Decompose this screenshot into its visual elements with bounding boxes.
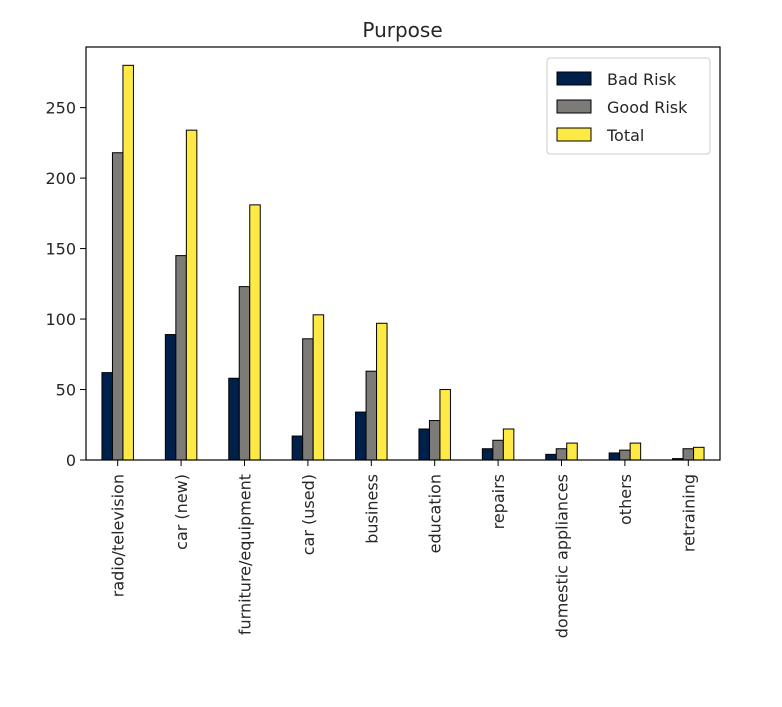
bar-total-4	[376, 322, 388, 461]
legend-swatch-bad-risk	[556, 71, 592, 86]
bar-good-risk-0	[111, 152, 124, 461]
x-tick-label-0: radio/television	[109, 474, 128, 597]
bar-good-risk-2	[238, 286, 251, 461]
bar-total-6	[502, 428, 515, 461]
y-tick-label-0: 0	[66, 451, 76, 470]
legend-label-total: Total	[606, 126, 644, 145]
bar-total-1	[185, 129, 198, 461]
x-tick-label-8: others	[616, 474, 635, 525]
bar-bad-risk-1	[164, 334, 177, 461]
bar-good-risk-7	[555, 448, 568, 461]
bar-good-risk-3	[302, 338, 314, 461]
legend-swatch-good-risk	[556, 99, 592, 114]
legend-swatch-total	[556, 127, 592, 142]
bar-good-risk-8	[619, 449, 631, 461]
bar-bad-risk-8	[608, 452, 621, 461]
bar-total-9	[693, 446, 705, 461]
x-tick-label-1: car (new)	[172, 474, 191, 550]
bar-bad-risk-2	[228, 377, 240, 461]
y-tick-label-2: 100	[45, 310, 76, 329]
bar-bad-risk-0	[101, 372, 113, 461]
plot-area: 0 50 100 150 200 250 radio/television car (new)…	[45, 64, 705, 638]
bar-total-8	[629, 442, 642, 461]
x-tick-label-2: furniture/equipment	[236, 474, 255, 635]
y-tick-label-1: 50	[56, 381, 76, 400]
y-tick-label-5: 250	[45, 99, 76, 118]
bar-bad-risk-5	[418, 428, 430, 461]
bar-total-2	[249, 204, 261, 461]
x-tick-label-6: repairs	[489, 474, 508, 529]
bar-total-3	[312, 314, 325, 461]
bar-good-risk-6	[492, 439, 504, 461]
bar-bad-risk-7	[545, 453, 557, 461]
legend: Bad Risk Good Risk Total	[546, 57, 711, 155]
bar-good-risk-1	[175, 255, 187, 461]
y-tick-label-4: 200	[45, 169, 76, 188]
bar-good-risk-4	[365, 370, 378, 461]
legend-label-bad-risk: Bad Risk	[607, 70, 677, 89]
bar-total-7	[566, 442, 578, 461]
x-tick-label-9: retraining	[679, 474, 698, 552]
bar-bad-risk-3	[291, 435, 304, 461]
x-tick-label-7: domestic appliances	[553, 474, 572, 638]
legend-label-good-risk: Good Risk	[607, 98, 688, 117]
axes-frame	[85, 46, 721, 461]
x-tick-label-4: business	[362, 474, 381, 544]
bar-bad-risk-6	[481, 448, 494, 461]
bar-total-5	[439, 389, 451, 461]
bar-good-risk-9	[682, 448, 695, 461]
bar-bad-risk-4	[355, 411, 367, 461]
x-tick-label-3: car (used)	[299, 474, 318, 555]
x-tick-label-5: education	[426, 474, 445, 553]
bar-good-risk-5	[428, 420, 441, 461]
chart-title: Purpose	[362, 18, 442, 42]
bar-total-0	[122, 64, 134, 461]
y-tick-label-3: 150	[45, 240, 76, 259]
